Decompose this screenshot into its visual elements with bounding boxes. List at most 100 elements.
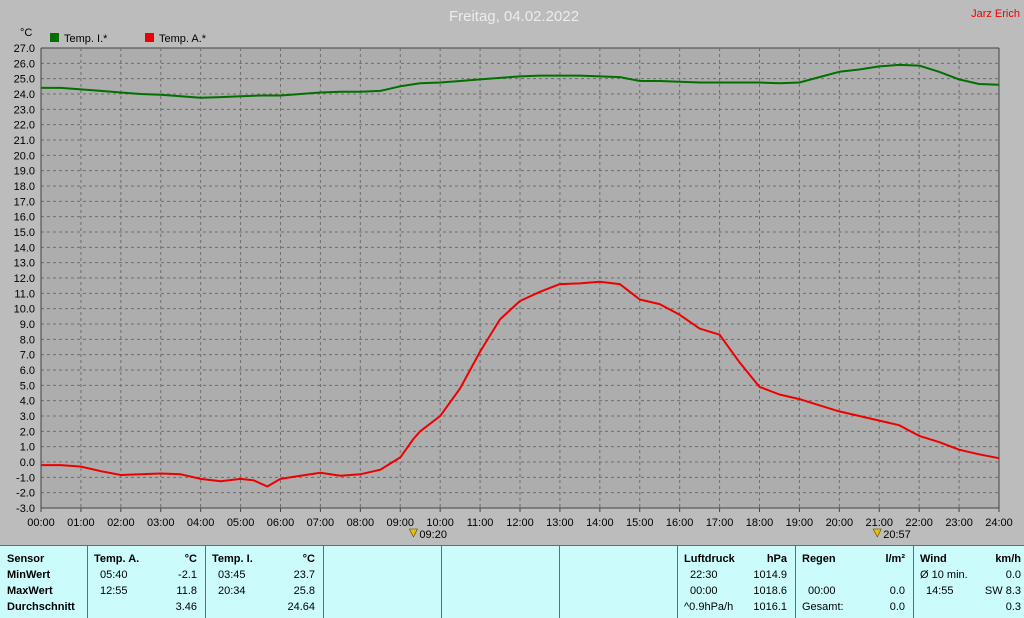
pressure-header: Luftdruck: [684, 553, 735, 565]
x-tick-label: 22:00: [905, 517, 933, 529]
x-tick-label: 01:00: [67, 517, 95, 529]
row-label-avg: Durchschnitt: [7, 601, 75, 613]
temp-a-min-value: -2.1: [178, 569, 197, 581]
x-tick-label: 03:00: [147, 517, 175, 529]
temp-a-unit: °C: [184, 553, 197, 565]
sensor-header: Sensor: [7, 553, 45, 565]
pressure-max-time: 00:00: [690, 585, 718, 597]
x-tick-label: 19:00: [786, 517, 814, 529]
rain-max-time: 00:00: [808, 585, 836, 597]
wind-avg-label: Ø 10 min.: [920, 569, 968, 581]
temp-i-header: Temp. I.: [212, 553, 253, 565]
x-tick-label: 13:00: [546, 517, 574, 529]
row-label-min: MinWert: [7, 569, 51, 581]
y-tick-label: 7.0: [20, 350, 35, 362]
x-tick-label: 17:00: [706, 517, 734, 529]
temperature-chart: 27.0 26.0 25.0 24.0 23.0 22.0 21.0 20.0 19.0 18.0…: [14, 8, 1020, 541]
pressure-min-value: 1014.9: [753, 569, 787, 581]
sunset-marker: [872, 528, 882, 538]
legend-swatch-temp-out: [145, 33, 154, 42]
wind-max-time: 14:55: [926, 585, 954, 597]
y-tick-label: 18.0: [14, 181, 35, 193]
stats-column-empty-3: [560, 546, 678, 618]
y-tick-label: 25.0: [14, 74, 35, 86]
y-tick-label: 0.0: [20, 457, 35, 469]
temp-i-min-value: 23.7: [293, 569, 315, 581]
pressure-unit: hPa: [766, 553, 787, 565]
y-tick-label: 17.0: [14, 196, 35, 208]
wind-last-value: 0.3: [1005, 601, 1021, 613]
y-tick-label: -3.0: [16, 503, 35, 515]
temp-i-unit: °C: [302, 553, 315, 565]
statistics-panel: Sensor MinWert MaxWert Durchschnitt Temp…: [0, 545, 1024, 618]
x-tick-label: 23:00: [945, 517, 973, 529]
temp-i-max-time: 20:34: [218, 585, 246, 597]
author-label: Jarz Erich: [971, 8, 1020, 20]
y-tick-label: 26.0: [14, 58, 35, 70]
stats-column-temp-i: Temp. I. °C 03:45 23.7 20:34 25.8 24.64: [206, 546, 324, 618]
wind-max-value: SW 8.3: [984, 585, 1021, 597]
y-tick-label: 2.0: [20, 426, 35, 438]
pressure-min-time: 22:30: [690, 569, 718, 581]
row-label-max: MaxWert: [7, 585, 53, 597]
rain-unit: l/m²: [885, 553, 905, 565]
sunrise-marker: [408, 528, 418, 538]
x-tick-label: 00:00: [27, 517, 55, 529]
wind-avg-value: 0.0: [1005, 569, 1021, 581]
y-tick-label: 27.0: [14, 43, 35, 55]
temp-a-header: Temp. A.: [94, 553, 140, 565]
rain-header: Regen: [802, 553, 836, 565]
stats-column-temp-a: Temp. A. °C 05:40 -2.1 12:55 11.8 3.46: [88, 546, 206, 618]
legend-swatch-temp-in: [50, 33, 59, 42]
x-tick-label: 06:00: [267, 517, 295, 529]
y-tick-label: 11.0: [14, 288, 35, 300]
x-tick-label: 24:00: [985, 517, 1013, 529]
y-tick-label: 16.0: [14, 212, 35, 224]
x-tick-label: 05:00: [227, 517, 255, 529]
stats-column-rain: Regen l/m² 0.0 00:00 Gesamt: 0.0: [796, 546, 914, 618]
pressure-trend: ^0.9hPa/h: [684, 601, 734, 613]
temp-i-average: 24.64: [287, 601, 315, 613]
chart-title: Freitag, 04.02.2022: [449, 8, 579, 25]
stats-column-empty-2: [442, 546, 560, 618]
y-tick-label: -2.0: [16, 488, 35, 500]
x-tick-label: 02:00: [107, 517, 135, 529]
x-tick-label: 12:00: [506, 517, 534, 529]
rain-min-value: 0.0: [889, 585, 905, 597]
series-line-temp-in: [41, 63, 1000, 99]
y-tick-label: 4.0: [20, 396, 35, 408]
sunrise-time-label: 09:20: [419, 529, 447, 541]
x-tick-label: 18:00: [746, 517, 774, 529]
x-tick-label: 21:00: [865, 517, 893, 529]
y-tick-label: 10.0: [14, 304, 35, 316]
stats-column-pressure: Luftdruck hPa 22:30 1014.9 00:00 1018.6 …: [678, 546, 796, 618]
rain-total-value: 0.0: [889, 601, 905, 613]
pressure-average: 1016.1: [753, 601, 787, 613]
pressure-max-value: 1018.6: [753, 585, 787, 597]
y-tick-label: 22.0: [14, 120, 35, 132]
x-tick-label: 16:00: [666, 517, 694, 529]
x-tick-label: 07:00: [307, 517, 335, 529]
stats-column-empty-1: [324, 546, 442, 618]
series-line-temp-out: [41, 280, 1000, 488]
y-tick-label: 24.0: [14, 89, 35, 101]
x-tick-label: 14:00: [586, 517, 614, 529]
temp-a-average: 3.46: [175, 601, 197, 613]
y-tick-label: 1.0: [20, 442, 35, 454]
x-tick-label: 20:00: [826, 517, 854, 529]
legend-label-temp-out: Temp. A.*: [159, 33, 207, 45]
y-tick-label: 9.0: [20, 319, 35, 331]
temp-a-max-time: 12:55: [100, 585, 128, 597]
y-tick-label: 12.0: [14, 273, 35, 285]
temp-i-max-value: 25.8: [293, 585, 315, 597]
y-unit-label: °C: [20, 27, 32, 39]
y-tick-label: 3.0: [20, 411, 35, 423]
temp-i-min-time: 03:45: [218, 569, 246, 581]
y-tick-label: 21.0: [14, 135, 35, 147]
x-tick-label: 04:00: [187, 517, 215, 529]
x-tick-label: 15:00: [626, 517, 654, 529]
temp-a-min-time: 05:40: [100, 569, 128, 581]
y-tick-label: 20.0: [14, 150, 35, 162]
x-tick-label: 08:00: [347, 517, 375, 529]
temp-a-max-value: 11.8: [176, 585, 197, 597]
